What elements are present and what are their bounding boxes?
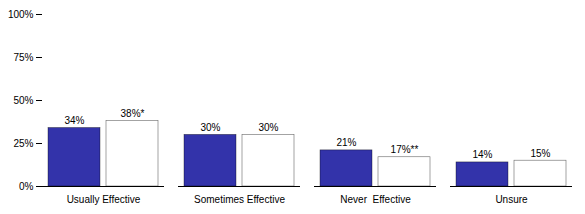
svg-text:0%: 0% bbox=[19, 181, 34, 192]
svg-text:100%: 100% bbox=[8, 9, 34, 20]
svg-text:Never Effective: Never Effective bbox=[340, 194, 411, 205]
svg-text:15%: 15% bbox=[530, 148, 550, 159]
svg-text:17%**: 17%** bbox=[391, 144, 419, 155]
svg-text:50%: 50% bbox=[13, 95, 33, 106]
svg-text:Unsure: Unsure bbox=[495, 194, 528, 205]
svg-text:75%: 75% bbox=[13, 52, 33, 63]
svg-text:25%: 25% bbox=[13, 138, 33, 149]
svg-text:30%: 30% bbox=[258, 122, 278, 133]
svg-text:Sometimes Effective: Sometimes Effective bbox=[194, 194, 285, 205]
svg-text:Usually Effective: Usually Effective bbox=[67, 194, 141, 205]
svg-text:34%: 34% bbox=[64, 115, 84, 126]
svg-text:38%*: 38%* bbox=[121, 108, 145, 119]
svg-text:21%: 21% bbox=[336, 137, 356, 148]
svg-text:30%: 30% bbox=[200, 122, 220, 133]
svg-text:14%: 14% bbox=[472, 149, 492, 160]
